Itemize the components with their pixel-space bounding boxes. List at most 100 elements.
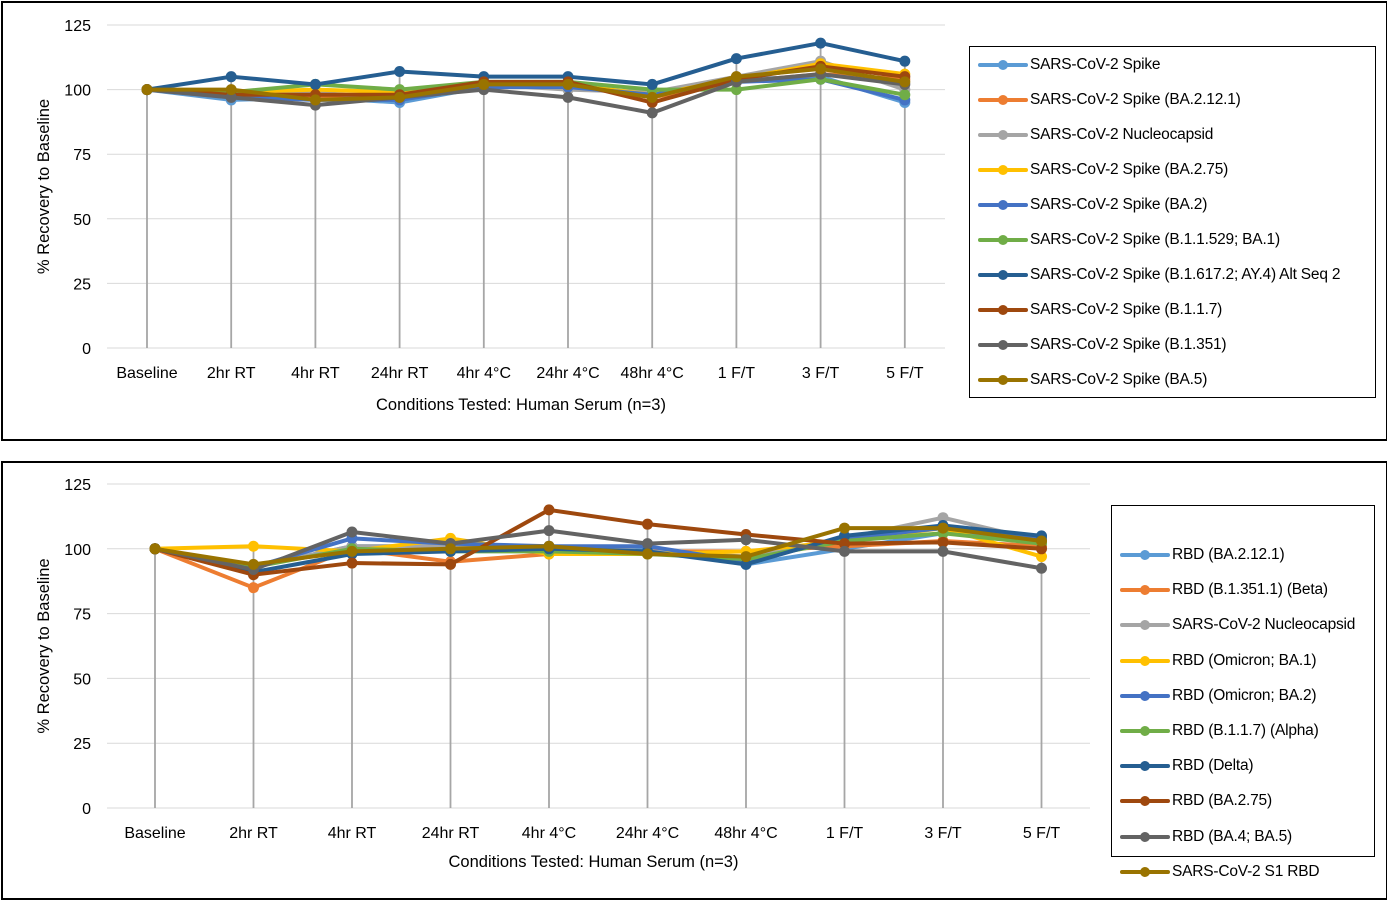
data-point — [1036, 562, 1047, 574]
data-point — [1036, 543, 1047, 555]
x-tick-label: 2hr RT — [207, 365, 256, 382]
legend-swatch — [1120, 826, 1170, 848]
legend-swatch — [978, 54, 1028, 76]
series-line — [153, 507, 1044, 577]
legend-swatch — [1120, 650, 1170, 672]
legend-label: RBD (Delta) — [1172, 757, 1254, 775]
y-tick-label: 75 — [73, 607, 91, 624]
legend-item: SARS-CoV-2 Nucleocapsid — [1120, 614, 1355, 636]
x-tick-label: 24hr 4°C — [616, 825, 679, 842]
data-point — [642, 518, 653, 530]
y-tick-label: 100 — [64, 83, 91, 100]
data-point — [839, 538, 850, 550]
data-point — [309, 78, 321, 90]
legend-label: RBD (BA.2.12.1) — [1172, 546, 1285, 563]
x-tick-label: Baseline — [116, 365, 177, 382]
data-point — [899, 55, 911, 67]
y-tick-label: 0 — [82, 801, 91, 818]
data-point — [937, 512, 949, 524]
legend-label: SARS-CoV-2 Spike (B.1.1.7) — [1030, 301, 1223, 318]
legend-item: SARS-CoV-2 Spike (B.1.351) — [978, 334, 1227, 356]
y-tick-label: 75 — [73, 147, 91, 164]
data-point — [1036, 535, 1047, 547]
data-point — [839, 545, 850, 557]
y-tick-label: 50 — [73, 671, 91, 688]
y-tick-label: 25 — [73, 276, 91, 293]
data-point — [543, 525, 555, 537]
legend-swatch — [978, 89, 1028, 111]
legend-swatch — [978, 299, 1028, 321]
legend-item: SARS-CoV-2 Spike (B.1.617.2; AY.4) Alt S… — [978, 264, 1340, 286]
data-point — [225, 84, 237, 96]
data-point — [309, 94, 321, 106]
series-line — [145, 72, 907, 115]
data-point — [394, 66, 406, 78]
data-point — [815, 63, 827, 75]
legend-item: SARS-CoV-2 Spike (BA.5) — [978, 369, 1207, 391]
x-tick-label: 3 F/T — [802, 365, 840, 382]
legend-label: SARS-CoV-2 Spike (BA.2.12.1) — [1030, 91, 1241, 108]
data-point — [839, 530, 850, 542]
data-point — [225, 91, 237, 103]
series-line — [153, 526, 1044, 567]
x-axis-title: Conditions Tested: Human Serum (n=3) — [376, 396, 666, 414]
legend-item: SARS-CoV-2 S1 RBD — [1120, 861, 1320, 883]
legend-label: SARS-CoV-2 S1 RBD — [1172, 862, 1320, 880]
y-tick-label: 100 — [64, 542, 91, 559]
chart-rbd: 0 25 50 75 100 125 Baseline 2hr RT 4hr RT 24hr RT… — [35, 477, 1090, 871]
data-point — [899, 76, 911, 88]
x-tick-label: 48hr 4°C — [714, 825, 777, 842]
x-tick-label: 48hr 4°C — [621, 365, 684, 382]
x-tick-label: 24hr RT — [422, 825, 480, 842]
legend-swatch — [978, 159, 1028, 181]
legend-swatch — [1120, 720, 1170, 742]
data-point — [562, 91, 574, 103]
x-tick-label: 2hr RT — [229, 825, 278, 842]
x-tick-label: 1 F/T — [826, 825, 864, 842]
legend-label: RBD (B.1.1.7) (Alpha) — [1172, 722, 1319, 739]
legend-swatch — [978, 194, 1028, 216]
legend-label: SARS-CoV-2 Spike (B.1.617.2; AY.4) Alt S… — [1030, 266, 1341, 283]
legend-label: RBD (Omicron; BA.2) — [1172, 686, 1317, 704]
legend-swatch — [978, 229, 1028, 251]
y-tick-label: 0 — [82, 341, 91, 358]
x-tick-label: 24hr RT — [371, 365, 429, 382]
legend-spike: SARS-CoV-2 Spike SARS-CoV-2 Spike (BA.2.1… — [969, 46, 1376, 398]
legend-label: SARS-CoV-2 Nucleocapsid — [1172, 616, 1356, 634]
legend-item: SARS-CoV-2 Spike (BA.2.75) — [978, 159, 1228, 181]
series-line — [153, 528, 1044, 572]
legend-label: SARS-CoV-2 Spike (B.1.351) — [1030, 336, 1227, 353]
legend-label: SARS-CoV-2 Spike (BA.2.75) — [1030, 161, 1229, 178]
data-point — [445, 543, 456, 555]
legend-item: SARS-CoV-2 Spike (B.1.1.529; BA.1) — [978, 229, 1280, 251]
y-axis-title: % Recovery to Baseline — [35, 558, 53, 733]
x-tick-label: 4hr 4°C — [522, 825, 576, 842]
data-point — [149, 543, 161, 555]
legend-swatch — [1120, 544, 1170, 566]
data-point — [740, 534, 752, 546]
data-point — [899, 89, 911, 101]
data-point — [248, 558, 259, 570]
data-point — [346, 545, 358, 557]
legend-swatch — [1120, 579, 1170, 601]
data-point — [478, 78, 490, 90]
data-point — [642, 538, 653, 550]
data-point — [141, 84, 153, 96]
data-point — [1036, 551, 1047, 563]
x-tick-label: 5 F/T — [886, 365, 924, 382]
y-tick-label: 50 — [73, 212, 91, 229]
legend-item: SARS-CoV-2 Spike (BA.2.12.1) — [978, 89, 1241, 111]
data-point — [543, 504, 555, 516]
y-axis-title: % Recovery to Baseline — [35, 99, 53, 274]
data-point — [445, 558, 456, 570]
legend-item: RBD (Delta) — [1120, 755, 1254, 777]
legend-rbd: RBD (BA.2.12.1) RBD (B.1.351.1) (Beta) SAR… — [1111, 505, 1375, 880]
data-point — [740, 551, 752, 563]
data-point — [248, 540, 259, 552]
legend-label: RBD (Omicron; BA.1) — [1172, 651, 1317, 669]
data-point — [937, 522, 949, 534]
x-tick-label: 4hr 4°C — [457, 365, 511, 382]
data-point — [248, 582, 259, 594]
y-tick-label: 125 — [64, 477, 91, 494]
legend-label: RBD (B.1.351.1) (Beta) — [1172, 581, 1328, 599]
